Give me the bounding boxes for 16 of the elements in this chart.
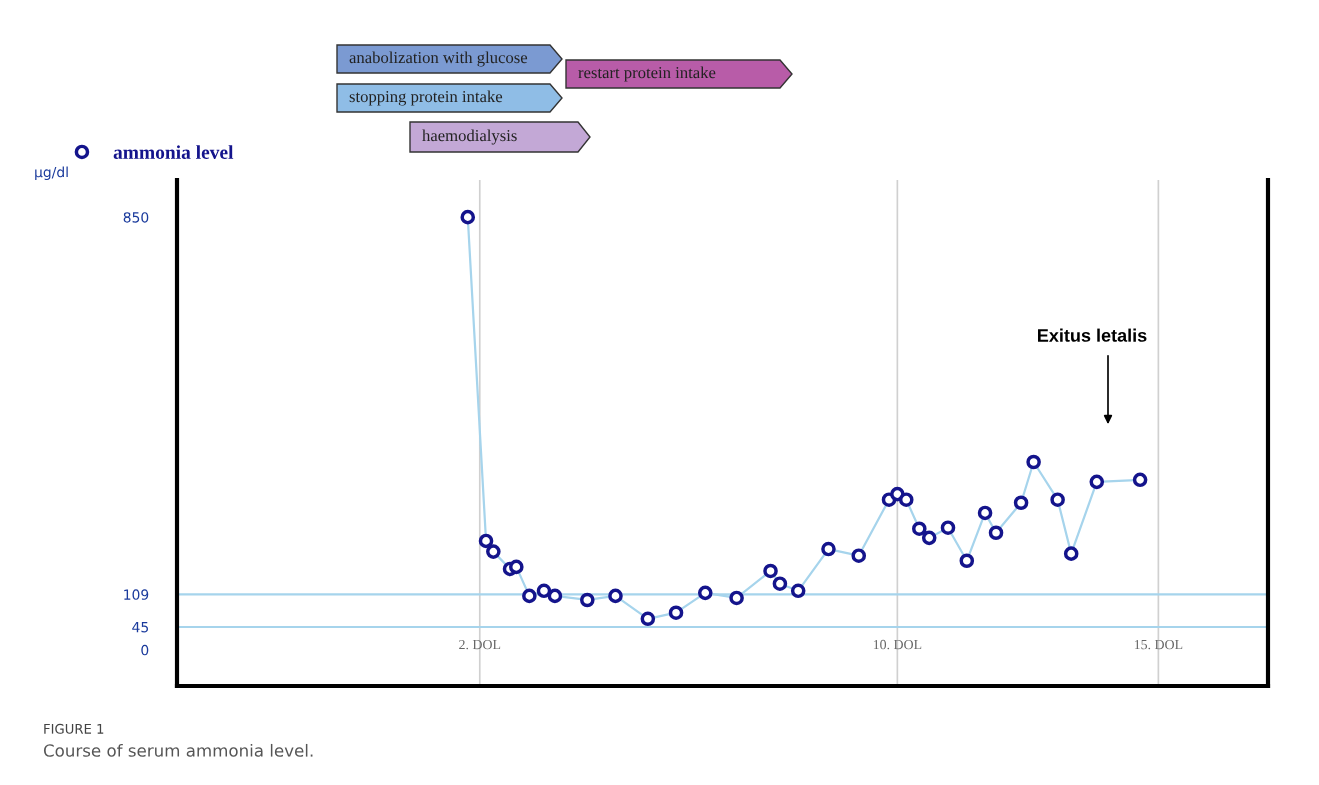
x-tick-label: 15. DOL [1134, 639, 1183, 650]
y-tick-label: 850 [123, 212, 149, 223]
y-axis-title: µg/dl [35, 166, 68, 180]
x-tick-label: 2. DOL [459, 639, 501, 650]
y-tick-label: 0 [141, 644, 149, 656]
caption: FIGURE 1 [44, 723, 104, 734]
y-tick-label: 45 [132, 622, 149, 633]
text: restart protein intake [578, 66, 716, 82]
annotation: Exitus letalis [1038, 328, 1147, 342]
text: Course of serum ammonia level. [43, 743, 313, 757]
text: anabolization with glucose [349, 51, 528, 67]
text: haemodialysis [422, 129, 517, 145]
x-tick-label: 10. DOL [873, 639, 922, 650]
text: stopping protein intake [349, 90, 503, 106]
y-tick-label: 109 [124, 589, 149, 600]
legend-label: ammonia level [113, 145, 234, 159]
